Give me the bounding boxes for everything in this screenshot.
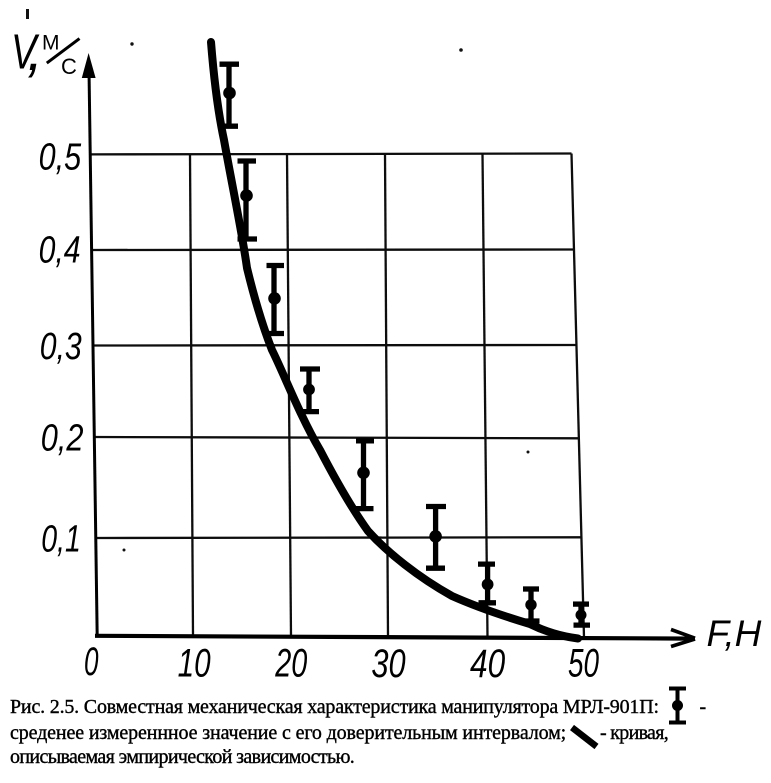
svg-text:20: 20 [274,641,307,686]
svg-text:0: 0 [84,639,99,684]
svg-text:30: 30 [371,641,405,686]
svg-text:0,5: 0,5 [39,136,82,178]
svg-text:50: 50 [568,642,599,686]
svg-text:F,Н: F,Н [707,613,762,654]
svg-text:,: , [27,18,43,83]
svg-text:С: С [61,54,77,79]
svg-text:0,3: 0,3 [40,326,82,368]
svg-text:40: 40 [470,640,505,685]
svg-text:0,1: 0,1 [41,519,81,561]
svg-text:10: 10 [178,641,211,685]
svg-text:V: V [11,25,40,80]
svg-text:М: М [42,32,60,55]
svg-text:0,4: 0,4 [39,229,81,271]
svg-text:0,2: 0,2 [41,418,84,460]
